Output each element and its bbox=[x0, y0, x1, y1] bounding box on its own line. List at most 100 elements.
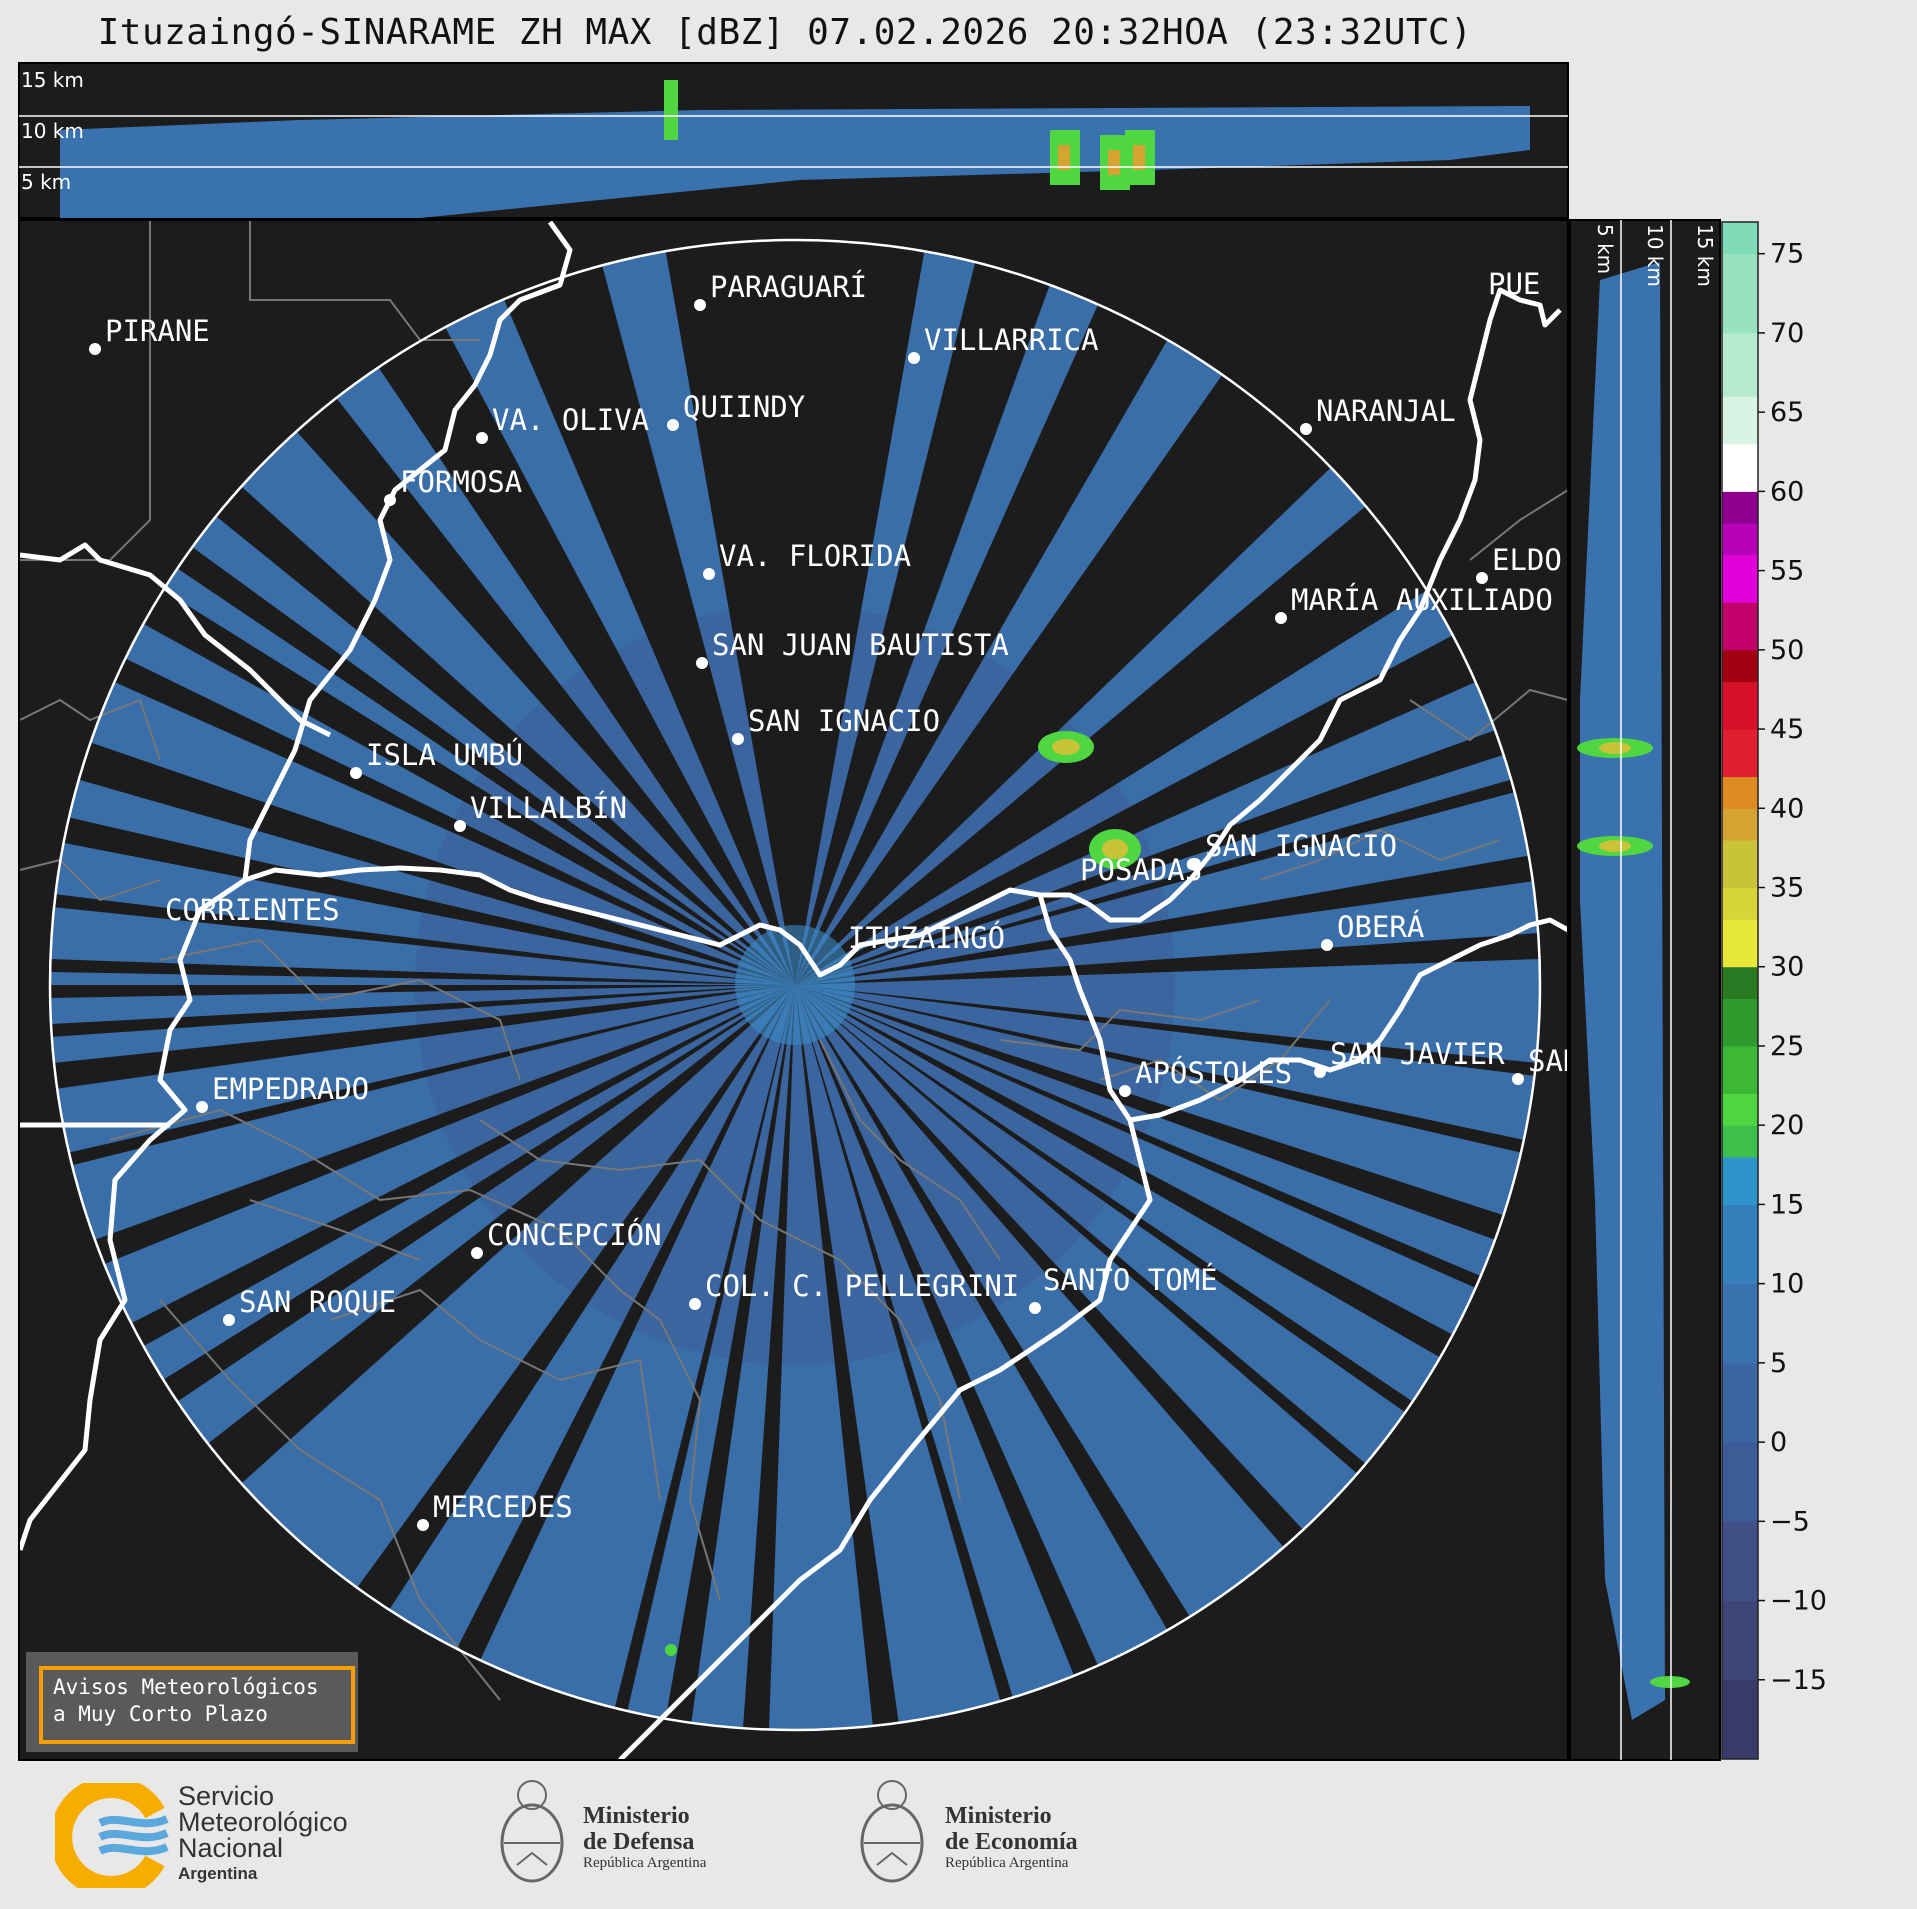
map-title: Ituzaingó-SINARAME ZH MAX [dBZ] 07.02.20… bbox=[97, 12, 1473, 53]
city-marker[interactable]: OBERÁ bbox=[1321, 910, 1424, 951]
city-marker[interactable]: SAN IGNACIO bbox=[732, 704, 940, 745]
city-marker[interactable]: CONCEPCIÓN bbox=[471, 1218, 662, 1259]
city-marker[interactable]: PUE bbox=[1488, 267, 1540, 301]
beam-blockage bbox=[795, 985, 901, 1730]
city-marker[interactable]: CORRIENTES bbox=[165, 893, 340, 927]
colorbar-tick-label: 50 bbox=[1770, 635, 1804, 666]
radar-center-echo bbox=[735, 925, 855, 1045]
city-marker[interactable]: APÓSTOLES bbox=[1119, 1056, 1292, 1097]
colorbar-segment bbox=[1722, 1362, 1758, 1443]
colorbar-tick-label: 25 bbox=[1770, 1031, 1804, 1062]
city-label: VA. OLIVA bbox=[492, 403, 649, 437]
city-marker[interactable]: FORMOSA bbox=[384, 465, 522, 506]
city-marker[interactable]: POSADAS bbox=[1080, 853, 1202, 887]
city-dot bbox=[1189, 858, 1201, 870]
beam-blockage bbox=[795, 985, 1426, 1421]
city-marker[interactable]: SAN IGNACIO bbox=[1189, 829, 1397, 870]
city-marker[interactable]: COL. C. PELLEGRINI bbox=[689, 1269, 1019, 1310]
radar-range-ring bbox=[48, 238, 1542, 1732]
city-label: EMPEDRADO bbox=[212, 1072, 369, 1106]
city-marker[interactable]: ELDO bbox=[1476, 543, 1562, 584]
city-marker[interactable]: SAN JUAN BAUTISTA bbox=[696, 628, 1009, 669]
defensa-logo: Ministerio de Defensa República Argentin… bbox=[495, 1775, 745, 1895]
side-echo-cell bbox=[1650, 1676, 1690, 1688]
beam-blockage bbox=[795, 725, 1518, 985]
city-marker[interactable]: VA. FLORIDA bbox=[703, 539, 911, 580]
colorbar-segment bbox=[1722, 1093, 1758, 1126]
city-marker[interactable]: VILLARRICA bbox=[908, 323, 1099, 364]
beam-blockage bbox=[348, 985, 795, 1623]
city-marker[interactable]: SAN bbox=[1512, 1044, 1580, 1085]
beam-blockage bbox=[795, 853, 1540, 985]
beam-blockage bbox=[795, 985, 1540, 1078]
storm-cell-core bbox=[1102, 839, 1128, 859]
beam-blockage bbox=[795, 985, 1314, 1559]
storm-cell bbox=[665, 1644, 677, 1656]
rivers-and-international-borders bbox=[19, 220, 1568, 1760]
warning-badge[interactable]: Avisos Meteorológicos a Muy Corto Plazo bbox=[26, 1652, 358, 1752]
city-dot bbox=[1029, 1302, 1041, 1314]
beam-blockage bbox=[100, 651, 796, 985]
city-dot bbox=[1512, 1073, 1524, 1085]
colorbar-tick-label: 55 bbox=[1770, 556, 1804, 587]
beam-blockage bbox=[795, 985, 1467, 1365]
city-dot bbox=[694, 299, 706, 311]
beam-blockage bbox=[286, 386, 795, 985]
city-dot bbox=[89, 343, 101, 355]
city-label: POSADAS bbox=[1080, 853, 1202, 887]
economia-line-3: República Argentina bbox=[945, 1855, 1069, 1871]
city-label: SAN bbox=[1528, 1044, 1580, 1078]
colorbar-tick-label: 60 bbox=[1770, 476, 1804, 507]
side-echo-core bbox=[1599, 742, 1631, 754]
city-marker[interactable]: ISLA UMBÚ bbox=[350, 738, 523, 779]
city-marker[interactable]: PIRANE bbox=[89, 314, 210, 355]
economia-line-2: de Economía bbox=[945, 1829, 1078, 1855]
city-marker[interactable]: VILLALBÍN bbox=[454, 791, 627, 832]
city-label: PIRANE bbox=[105, 314, 210, 348]
city-dot bbox=[667, 419, 679, 431]
city-label: CONCEPCIÓN bbox=[487, 1218, 662, 1252]
city-marker[interactable]: SANTO TOMÉ bbox=[1029, 1263, 1218, 1314]
city-label: APÓSTOLES bbox=[1135, 1056, 1292, 1090]
city-dot bbox=[703, 568, 715, 580]
admin-borders bbox=[19, 220, 1568, 1701]
city-marker[interactable]: ITUZAINGÓ bbox=[848, 921, 1005, 955]
beam-blockage bbox=[50, 814, 795, 985]
colorbar-segment bbox=[1722, 222, 1758, 255]
city-marker[interactable]: QUIINDY bbox=[667, 390, 805, 431]
city-marker[interactable]: VA. OLIVA bbox=[476, 403, 649, 444]
city-label: VILLARRICA bbox=[924, 323, 1099, 357]
city-marker[interactable]: MERCEDES bbox=[417, 1490, 573, 1531]
city-marker[interactable]: SAN ROQUE bbox=[223, 1285, 396, 1326]
economia-logo: Ministerio de Economía República Argenti… bbox=[855, 1775, 1115, 1895]
colorbar-segment bbox=[1722, 729, 1758, 778]
city-marker[interactable]: PARAGUARÍ bbox=[694, 270, 867, 311]
side-echo-band bbox=[1580, 262, 1665, 1720]
beam-blockage bbox=[50, 985, 795, 1091]
city-label: QUIINDY bbox=[683, 390, 805, 424]
colorbar-segment bbox=[1722, 1204, 1758, 1285]
coat-of-arms-icon bbox=[860, 1780, 924, 1883]
city-marker[interactable]: NARANJAL bbox=[1300, 394, 1456, 435]
city-marker[interactable]: EMPEDRADO bbox=[196, 1072, 369, 1113]
city-marker[interactable]: SAN JAVIER bbox=[1314, 1037, 1505, 1078]
city-markers: PIRANE PARAGUARÍ VILLARRICA QUIINDY VA. OLIV… bbox=[89, 267, 1580, 1531]
beam-blockage bbox=[795, 985, 1105, 1690]
colorbar-segment bbox=[1722, 1125, 1758, 1158]
smn-emblem-icon bbox=[55, 1783, 169, 1888]
city-marker[interactable]: MARÍA AUXILIADO bbox=[1275, 583, 1553, 624]
colorbar-segment bbox=[1722, 491, 1758, 524]
top-echo-core bbox=[1058, 145, 1070, 170]
beam-blockage bbox=[795, 985, 1539, 1156]
top-echo-core bbox=[1108, 150, 1120, 175]
colorbar-tick-label: 5 bbox=[1770, 1348, 1787, 1379]
beam-blockage bbox=[663, 240, 795, 985]
beam-blockage bbox=[370, 313, 795, 985]
city-dot bbox=[196, 1101, 208, 1113]
warning-line-2: a Muy Corto Plazo bbox=[53, 1702, 268, 1726]
beam-blockage bbox=[50, 892, 795, 985]
beam-blockage bbox=[795, 985, 1198, 1644]
beam-blockage bbox=[80, 985, 795, 1270]
colorbar-segment bbox=[1722, 1283, 1758, 1364]
